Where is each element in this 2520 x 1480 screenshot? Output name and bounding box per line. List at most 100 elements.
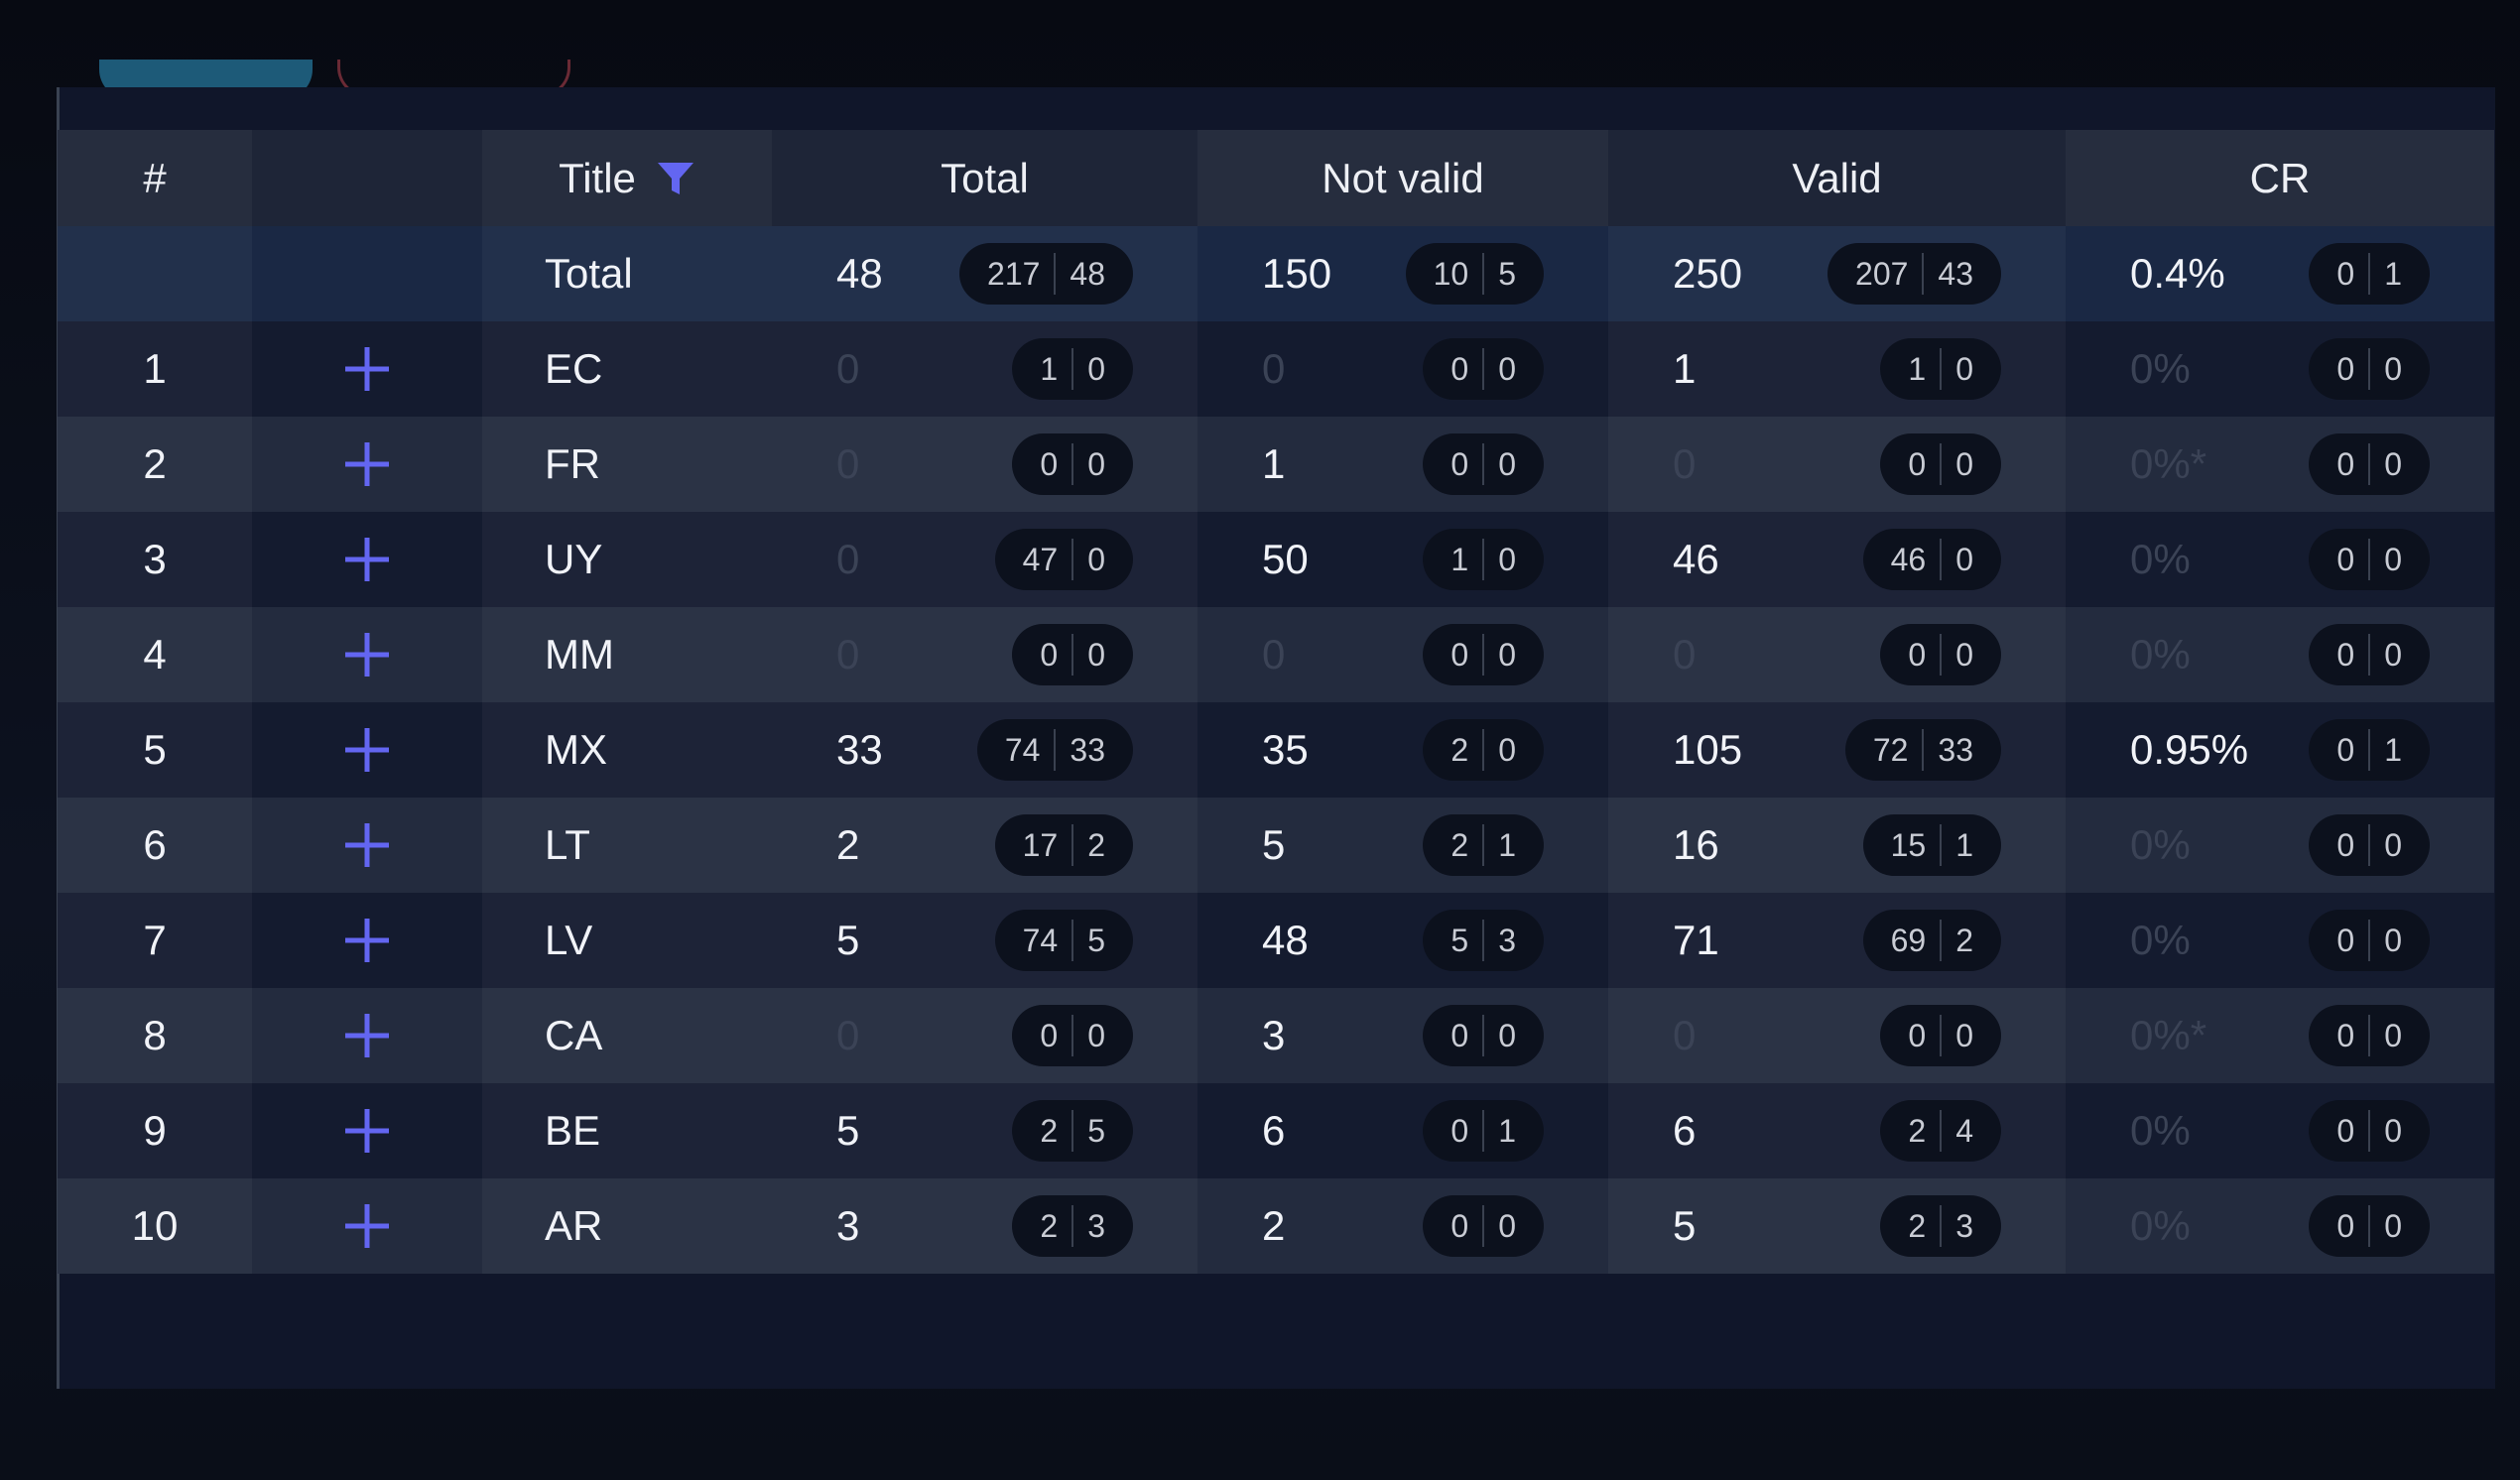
split-value: 5 xyxy=(1087,1112,1105,1149)
expand-button[interactable] xyxy=(343,821,391,869)
data-cell: 35 2 0 xyxy=(1197,702,1608,798)
split-value: 2 xyxy=(1908,1207,1927,1244)
split-value: 0 xyxy=(1040,445,1059,482)
separator xyxy=(1071,920,1074,961)
separator xyxy=(1482,539,1485,580)
row-index: 1 xyxy=(58,321,252,417)
data-cell: 16 15 1 xyxy=(1608,798,2066,893)
expand-button[interactable] xyxy=(343,726,391,774)
split-value: 0 xyxy=(2336,1112,2355,1149)
data-cell: 105 72 33 xyxy=(1608,702,2066,798)
split-value: 1 xyxy=(1498,826,1516,863)
separator xyxy=(1071,1110,1074,1152)
expand-button[interactable] xyxy=(343,345,391,393)
split-value: 5 xyxy=(1087,922,1105,958)
expand-button[interactable] xyxy=(343,917,391,964)
split-value: 74 xyxy=(1022,922,1059,958)
split-value: 217 xyxy=(987,255,1041,292)
table-row: 1 EC 0 1 0 0 0 0 1 1 0 0% 0 0 xyxy=(58,321,2494,417)
expand-button[interactable] xyxy=(343,440,391,488)
cell-value: 3 xyxy=(836,1202,860,1249)
split-value: 2 xyxy=(1450,826,1469,863)
expand-button[interactable] xyxy=(343,631,391,678)
split-value: 0 xyxy=(2384,1207,2402,1244)
separator xyxy=(1071,1015,1074,1056)
data-cell: 0% 0 0 xyxy=(2066,512,2494,607)
split-value: 1 xyxy=(1955,826,1973,863)
cell-value: 5 xyxy=(1262,821,1286,868)
cell-value: 150 xyxy=(1262,250,1332,297)
cell xyxy=(252,226,482,321)
expand-button[interactable] xyxy=(343,1202,391,1250)
filter-icon[interactable] xyxy=(656,159,695,198)
split-value: 1 xyxy=(1908,350,1927,387)
split-value: 2 xyxy=(1040,1112,1059,1149)
expand-cell xyxy=(252,512,482,607)
expand-cell xyxy=(252,1178,482,1274)
table: # Title Total Not valid Valid CR Total 48 217 48 1… xyxy=(58,130,2494,1274)
data-cell: 0%* 0 0 xyxy=(2066,988,2494,1083)
data-cell: 5 74 5 xyxy=(772,893,1197,988)
split-value: 207 xyxy=(1855,255,1909,292)
split-value: 0 xyxy=(1955,350,1973,387)
expand-cell xyxy=(252,702,482,798)
expand-button[interactable] xyxy=(343,1107,391,1155)
split-value: 1 xyxy=(2384,255,2402,292)
split-value: 0 xyxy=(1087,636,1105,673)
cell-value: 0 xyxy=(1262,631,1286,678)
separator xyxy=(1054,253,1057,295)
split-value: 0 xyxy=(2336,445,2355,482)
separator xyxy=(2368,539,2371,580)
data-cell: 0% 0 0 xyxy=(2066,1178,2494,1274)
separator xyxy=(2368,253,2371,295)
split-value: 0 xyxy=(2336,922,2355,958)
row-title: AR xyxy=(482,1178,772,1274)
split-value: 0 xyxy=(2384,445,2402,482)
cell-value: 0 xyxy=(836,631,860,678)
header-text: Title xyxy=(559,154,636,201)
cell-value: 0%* xyxy=(2130,1012,2207,1058)
cell-value: 0.4% xyxy=(2130,250,2225,297)
split-value: 10 xyxy=(1433,255,1469,292)
split-value: 1 xyxy=(1450,541,1469,577)
data-cell: 0 47 0 xyxy=(772,512,1197,607)
row-index: 3 xyxy=(58,512,252,607)
row-title: EC xyxy=(482,321,772,417)
data-cell: 50 1 0 xyxy=(1197,512,1608,607)
cell-value: 46 xyxy=(1673,536,1719,582)
row-title: CA xyxy=(482,988,772,1083)
row-title: BE xyxy=(482,1083,772,1178)
split-value: 0 xyxy=(2336,1207,2355,1244)
separator xyxy=(1940,1015,1943,1056)
expand-button[interactable] xyxy=(343,1012,391,1059)
expand-cell xyxy=(252,607,482,702)
row-index: 6 xyxy=(58,798,252,893)
split-value: 46 xyxy=(1890,541,1927,577)
total-row: Total 48 217 48 150 10 5 250 207 43 0.4% 0 1 xyxy=(58,226,2494,321)
split-value: 69 xyxy=(1890,922,1927,958)
split-value: 0 xyxy=(1087,541,1105,577)
split-pill: 10 5 xyxy=(1405,243,1544,305)
cell-value: 0% xyxy=(2130,1107,2191,1154)
row-title: MM xyxy=(482,607,772,702)
separator xyxy=(1482,634,1485,676)
row-index: 5 xyxy=(58,702,252,798)
cell-value: 3 xyxy=(1262,1012,1286,1058)
table-row: 7 LV 5 74 5 48 5 3 71 69 2 0% 0 0 xyxy=(58,893,2494,988)
expand-cell xyxy=(252,893,482,988)
data-cell: 0.95% 0 1 xyxy=(2066,702,2494,798)
expand-button[interactable] xyxy=(343,536,391,583)
split-value: 1 xyxy=(1498,1112,1516,1149)
split-value: 0 xyxy=(1498,1207,1516,1244)
separator xyxy=(1071,348,1074,390)
